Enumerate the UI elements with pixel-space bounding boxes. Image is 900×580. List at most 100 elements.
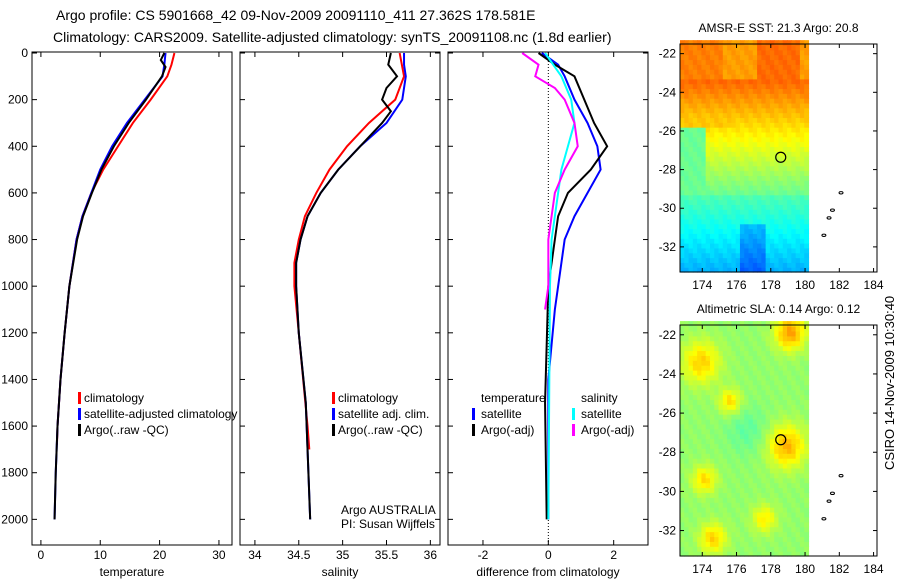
map-cell — [752, 209, 758, 215]
map-cell — [795, 453, 801, 459]
map-cell — [735, 107, 741, 114]
map-cell — [697, 136, 703, 143]
map-cell — [782, 335, 788, 342]
map-cell — [791, 492, 797, 498]
map-cell — [705, 233, 711, 239]
map-cell — [727, 370, 732, 376]
map-cell — [731, 404, 737, 410]
map-cell — [744, 531, 750, 538]
map-cell — [718, 73, 724, 80]
map-cell — [752, 228, 758, 234]
map-cell — [778, 458, 784, 464]
map-cell — [748, 355, 754, 361]
map-cell — [787, 546, 792, 552]
map-cell — [731, 59, 737, 65]
map-cell — [709, 330, 715, 337]
map-cell — [765, 180, 771, 186]
map-cell — [680, 487, 685, 493]
map-cell — [795, 389, 801, 396]
map-cell — [701, 88, 707, 94]
map-cell — [804, 83, 810, 90]
map-cell — [799, 146, 805, 152]
map-cell — [791, 131, 797, 138]
map-cell — [787, 438, 792, 445]
map-cell — [697, 170, 703, 176]
map-cell — [718, 146, 724, 152]
map-cell — [782, 141, 788, 148]
map-cell — [765, 199, 771, 205]
map-cell — [718, 521, 724, 528]
map-cell — [787, 497, 792, 503]
map-cell — [774, 93, 780, 99]
map-cell — [735, 384, 741, 391]
map-cell — [765, 214, 771, 220]
map-cell — [714, 423, 720, 430]
map-cell — [692, 73, 698, 80]
map-cell — [735, 69, 741, 75]
map-cell — [722, 102, 728, 109]
map-cell — [731, 414, 737, 420]
map-cell — [735, 482, 741, 489]
map-cell — [697, 477, 703, 484]
map-cell — [727, 443, 732, 449]
map-cell — [705, 546, 711, 552]
map-cell — [804, 497, 810, 503]
map-cell — [757, 136, 762, 143]
map-cell — [727, 247, 732, 254]
map-cell — [697, 467, 703, 474]
map-cell — [761, 433, 767, 440]
map-cell — [778, 384, 784, 391]
map-cell — [791, 507, 797, 513]
map-cell — [731, 551, 737, 557]
map-cell — [692, 102, 698, 109]
map-cell — [701, 414, 707, 420]
map-cell — [722, 531, 728, 538]
map-cell — [778, 136, 784, 143]
map-cell — [739, 374, 745, 381]
map-cell — [722, 414, 728, 420]
x-tick-label: 34 — [248, 548, 262, 562]
map-cell — [701, 262, 707, 268]
map-cell — [795, 214, 801, 220]
map-cell — [795, 78, 801, 85]
map-cell — [731, 107, 737, 114]
map-cell — [748, 127, 754, 133]
map-cell — [727, 185, 732, 191]
map-cell — [791, 267, 797, 273]
map-cell — [680, 73, 685, 80]
map-cell — [765, 98, 771, 104]
map-cell — [769, 146, 775, 152]
map-cell — [692, 531, 698, 538]
map-cell — [684, 83, 690, 90]
map-cell — [714, 355, 720, 361]
map-cell — [709, 151, 715, 157]
map-cell — [709, 189, 715, 196]
map-cell — [752, 423, 758, 430]
map-cell — [727, 262, 732, 268]
map-cell — [697, 526, 703, 533]
map-cell — [782, 146, 788, 152]
map-cell — [799, 228, 805, 234]
map-cell — [688, 418, 694, 425]
map-cell — [752, 247, 758, 254]
map-cell — [795, 463, 801, 469]
map-cell — [765, 404, 771, 410]
map-cell — [782, 414, 788, 420]
map-cell — [769, 335, 775, 342]
map-cell — [748, 551, 754, 557]
map-cell — [697, 374, 703, 381]
map-cell — [757, 175, 762, 181]
map-cell — [731, 93, 737, 99]
map-cell — [782, 185, 788, 191]
map-cell — [731, 146, 737, 152]
map-cell — [765, 453, 771, 459]
map-cell — [688, 40, 694, 46]
map-cell — [774, 214, 780, 220]
map-cell — [799, 433, 805, 440]
map-cell — [727, 40, 732, 46]
map-cell — [787, 117, 792, 123]
map-cell — [727, 433, 732, 440]
map-cell — [705, 428, 711, 435]
map-cell — [782, 345, 788, 352]
map-cell — [791, 526, 797, 533]
